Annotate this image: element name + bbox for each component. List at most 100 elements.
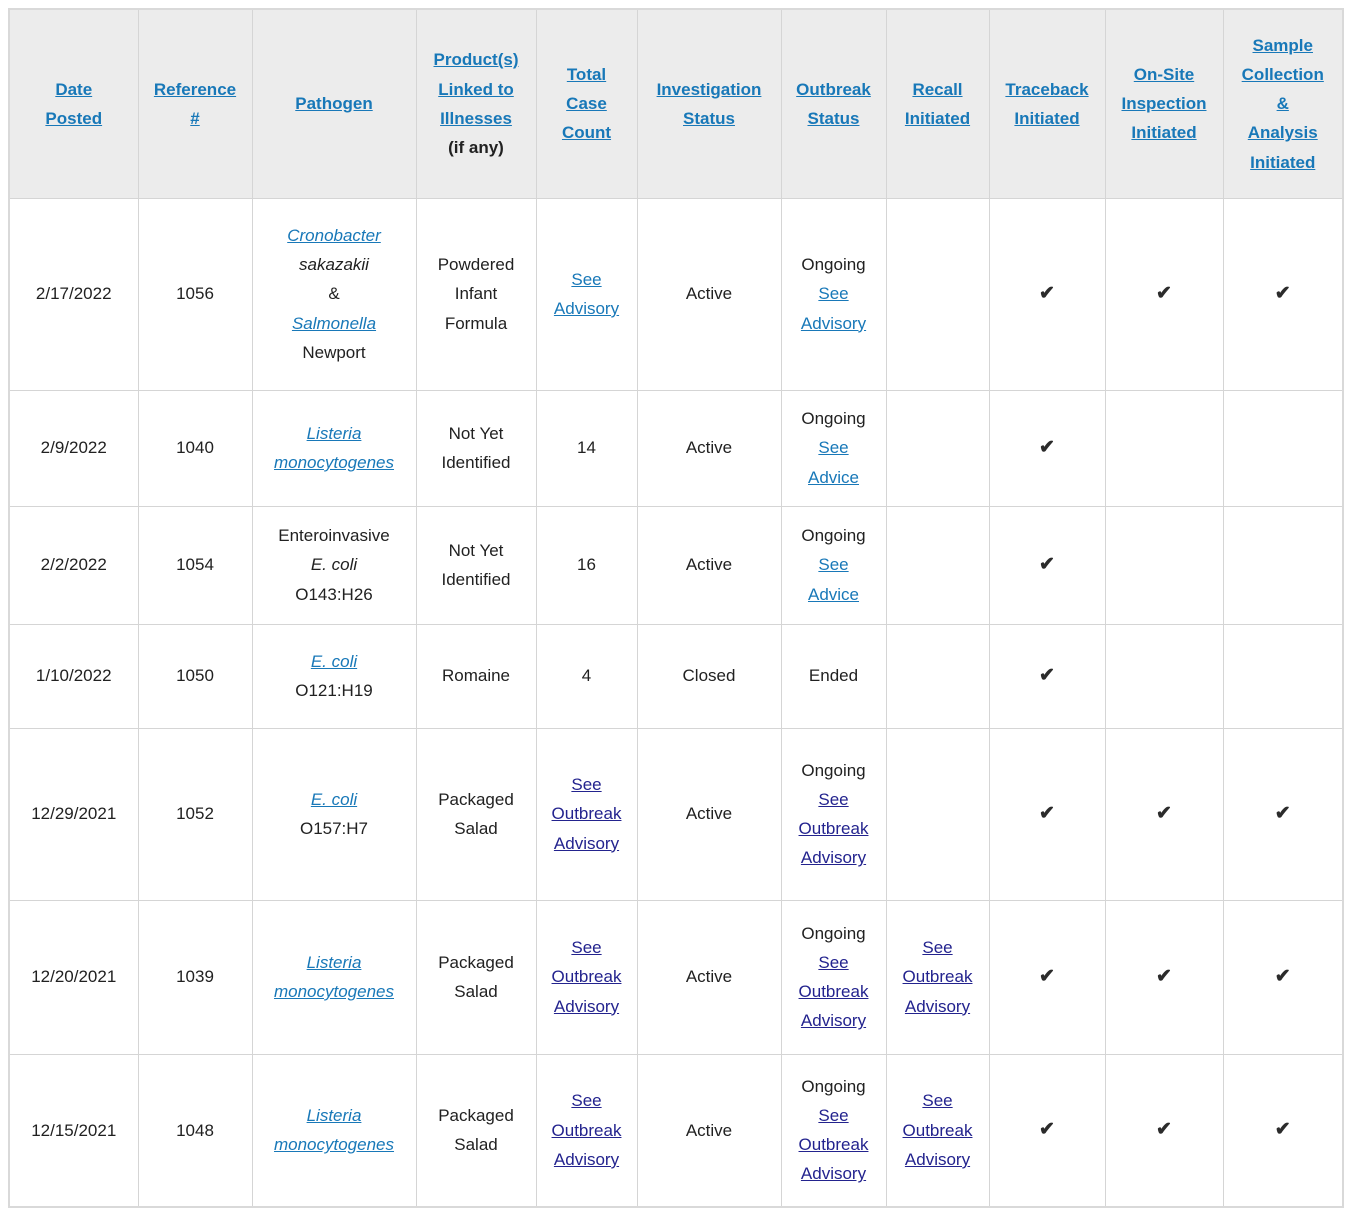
- cell-traceback: ✔: [988, 1053, 1106, 1208]
- cell-on-site-inspection: ✔: [1104, 899, 1224, 1055]
- monocytogenes-link[interactable]: monocytogenes: [273, 982, 395, 1001]
- cell-case-count: 16: [535, 505, 638, 625]
- cell-case-count: See Outbreak Advisory: [535, 1053, 638, 1208]
- see-link[interactable]: See: [818, 284, 849, 304]
- monocytogenes-link[interactable]: monocytogenes: [273, 453, 395, 472]
- outbreak-link[interactable]: Outbreak: [551, 804, 622, 824]
- header-date-posted: Date Posted: [8, 8, 139, 199]
- see-link[interactable]: See: [922, 938, 953, 958]
- advice-link[interactable]: Advice: [807, 584, 860, 604]
- cell-text: 1056: [176, 284, 214, 304]
- cell-pathogen: Listeria monocytogenes: [251, 899, 417, 1055]
- cell-sample-collection: ✔: [1222, 197, 1344, 391]
- sort-recall-link[interactable]: Recall Initiated: [904, 79, 971, 128]
- outbreak-link[interactable]: Outbreak: [902, 967, 973, 987]
- advisory-link[interactable]: Advisory: [904, 996, 971, 1016]
- advisory-link[interactable]: Advisory: [800, 313, 867, 333]
- table-row: 12/15/2021 1048 Listeria monocytogenes Packa…: [8, 1053, 1344, 1208]
- advisory-link[interactable]: Advisory: [553, 299, 620, 318]
- cell-text: Ongoing: [801, 923, 866, 943]
- cell-text: Active: [685, 804, 733, 824]
- cronobacter-link[interactable]: Cronobacter: [287, 225, 381, 245]
- advisory-link[interactable]: Advisory: [800, 848, 867, 868]
- cell-traceback: ✔: [988, 727, 1106, 901]
- cell-text: Ongoing: [801, 760, 866, 780]
- e-coli-link[interactable]: E. coli: [310, 651, 358, 671]
- cell-on-site-inspection: [1104, 505, 1224, 625]
- sort-traceback-link[interactable]: Traceback Initiated: [1005, 79, 1089, 128]
- see-link[interactable]: See: [571, 269, 602, 289]
- listeria-link[interactable]: Listeria: [306, 1106, 362, 1126]
- monocytogenes-link[interactable]: monocytogenes: [273, 1135, 395, 1155]
- advisory-link[interactable]: Advisory: [553, 1149, 620, 1169]
- advisory-link[interactable]: Advisory: [904, 1149, 971, 1169]
- see-link[interactable]: See: [818, 952, 849, 972]
- header-investigation-status: Investigation Status: [636, 8, 782, 199]
- sort-case-count-link[interactable]: Total Case Count: [561, 64, 612, 143]
- cell-text: E. coli: [310, 555, 358, 575]
- outbreak-link[interactable]: Outbreak: [798, 1135, 869, 1155]
- cell-text: Active: [685, 555, 733, 575]
- cell-outbreak-status: Ongoing See Advisory: [780, 197, 887, 391]
- sort-products-link[interactable]: Product(s) Linked to Illnesses: [433, 50, 519, 128]
- outbreak-link[interactable]: Outbreak: [798, 819, 869, 838]
- header-suffix: (if any): [448, 137, 504, 157]
- cell-text: Salad: [454, 1135, 498, 1155]
- cell-text: Identified: [441, 453, 511, 472]
- e-coli-link[interactable]: E. coli: [310, 789, 358, 809]
- sort-investigation-status-link[interactable]: Investigation Status: [656, 79, 762, 128]
- cell-text: Ongoing: [801, 1076, 866, 1096]
- cell-text: Ended: [808, 666, 859, 686]
- cell-text: 1052: [176, 804, 214, 824]
- see-link[interactable]: See: [571, 938, 602, 958]
- sort-date-posted-link[interactable]: Date Posted: [45, 79, 103, 128]
- cell-text: &: [328, 284, 340, 304]
- table-header: Date Posted Reference # Pathogen Product(s) Li…: [8, 8, 1344, 199]
- advisory-link[interactable]: Advisory: [800, 1164, 867, 1184]
- cell-investigation-status: Active: [636, 505, 782, 625]
- outbreak-link[interactable]: Outbreak: [902, 1120, 973, 1140]
- sort-on-site-inspection-link[interactable]: On-Site Inspection Initiated: [1121, 64, 1207, 143]
- outbreak-link[interactable]: Outbreak: [798, 982, 869, 1001]
- cell-text: 1048: [176, 1120, 214, 1140]
- see-link[interactable]: See: [818, 789, 849, 809]
- check-icon: ✔: [1156, 1118, 1172, 1140]
- see-link[interactable]: See: [818, 438, 849, 458]
- cell-outbreak-status: Ongoing See Outbreak Advisory: [780, 1053, 887, 1208]
- table-row: 12/20/2021 1039 Listeria monocytogenes Packa…: [8, 899, 1344, 1055]
- sort-outbreak-status-link[interactable]: Outbreak Status: [796, 79, 871, 128]
- see-link[interactable]: See: [571, 1091, 602, 1111]
- cell-date-posted: 2/2/2022: [8, 505, 139, 625]
- cell-on-site-inspection: ✔: [1104, 727, 1224, 901]
- cell-text: Infant: [454, 284, 498, 304]
- check-icon: ✔: [1039, 802, 1055, 824]
- sort-sample-collection-link[interactable]: Sample Collection & Analysis Initiated: [1241, 35, 1324, 172]
- cell-text: 4: [581, 666, 592, 686]
- cell-text: Active: [685, 284, 733, 304]
- sort-reference-link[interactable]: Reference #: [153, 79, 237, 128]
- cell-reference: 1039: [137, 899, 253, 1055]
- listeria-link[interactable]: Listeria: [306, 423, 362, 443]
- table-row: 2/17/2022 1056 Cronobacter sakazakii & Salmon…: [8, 197, 1344, 391]
- outbreak-link[interactable]: Outbreak: [551, 1120, 622, 1140]
- see-link[interactable]: See: [922, 1091, 953, 1111]
- cell-text: Salad: [454, 982, 498, 1001]
- salmonella-link[interactable]: Salmonella: [291, 313, 377, 333]
- outbreak-link[interactable]: Outbreak: [551, 967, 622, 987]
- cell-text: 2/9/2022: [40, 438, 107, 458]
- sort-pathogen-link[interactable]: Pathogen: [295, 94, 373, 114]
- advice-link[interactable]: Advice: [807, 467, 860, 487]
- advisory-link[interactable]: Advisory: [553, 833, 620, 853]
- see-link[interactable]: See: [818, 1106, 849, 1126]
- advisory-link[interactable]: Advisory: [800, 1011, 867, 1031]
- see-link[interactable]: See: [571, 775, 602, 795]
- listeria-link[interactable]: Listeria: [306, 952, 362, 972]
- header-traceback: Traceback Initiated: [988, 8, 1106, 199]
- header-row: Date Posted Reference # Pathogen Product(s) Li…: [8, 8, 1344, 199]
- advisory-link[interactable]: Advisory: [553, 996, 620, 1016]
- cell-outbreak-status: Ongoing See Advice: [780, 505, 887, 625]
- see-link[interactable]: See: [818, 555, 849, 575]
- header-products: Product(s) Linked to Illnesses (if any): [415, 8, 537, 199]
- cell-text: Ongoing: [801, 409, 866, 429]
- cell-text: 1039: [176, 967, 214, 987]
